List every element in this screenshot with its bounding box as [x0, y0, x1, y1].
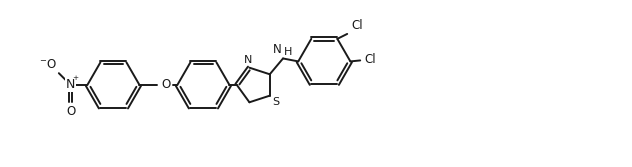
- Text: S: S: [272, 97, 279, 107]
- Text: Cl: Cl: [364, 53, 376, 66]
- Text: $^{+}$: $^{+}$: [72, 75, 80, 85]
- Text: N: N: [66, 78, 75, 92]
- Text: N: N: [244, 55, 253, 65]
- Text: $^{-}$O: $^{-}$O: [39, 58, 57, 71]
- Text: Cl: Cl: [351, 19, 363, 32]
- Text: O: O: [161, 78, 171, 92]
- Text: H: H: [284, 47, 292, 57]
- Text: O: O: [66, 105, 75, 118]
- Text: N: N: [273, 43, 281, 56]
